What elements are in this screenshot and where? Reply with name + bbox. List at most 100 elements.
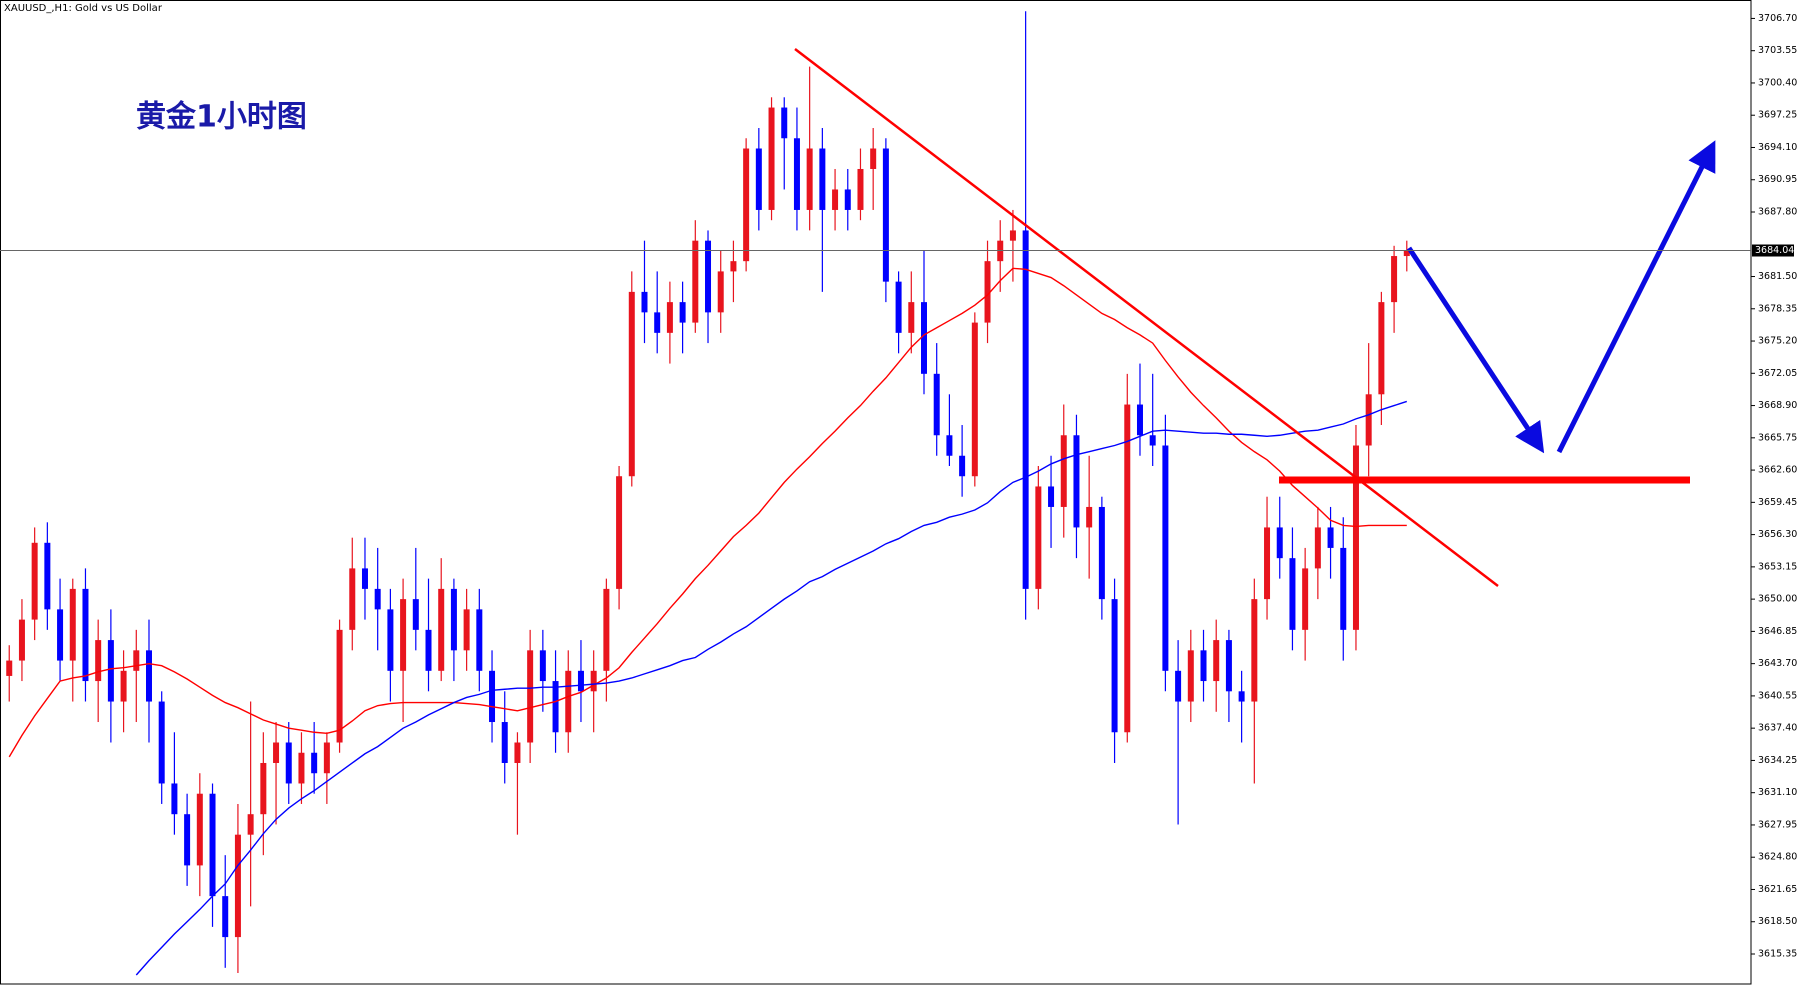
candle-body [692,240,699,323]
candle-body [603,588,610,671]
trend-line [794,48,1499,587]
y-tick-label: 3700.40 [1758,77,1797,88]
candle-body [438,588,445,671]
y-tick-label: 3624.80 [1758,852,1797,863]
candle-body [18,619,25,661]
candle-body [57,609,64,661]
candle-body [577,670,584,692]
y-tick-label: 3675.20 [1758,336,1797,347]
moving-average [8,267,1407,758]
candle-body [1098,506,1105,600]
candle-body [628,291,635,477]
candle-body [145,650,152,702]
y-tick-label: 3646.85 [1758,626,1797,637]
candle-body [489,670,496,723]
y-tick-label: 3672.05 [1758,368,1797,379]
candle-body [311,752,318,774]
candle-body [336,629,343,743]
candle-body [1022,230,1029,589]
candle-body [158,701,165,784]
candle-body [120,670,127,702]
marks [6,11,1410,976]
last-price-box [1752,244,1794,257]
candle-body [6,660,13,676]
candle-body [1391,256,1398,303]
candle-body [273,742,280,763]
candle-body [971,322,978,477]
y-tick-label: 3687.80 [1758,206,1797,217]
candle-body [412,599,419,630]
candle-body [590,670,597,692]
candle-body [361,568,368,589]
candle-body [31,542,38,620]
candle-body [1340,547,1347,630]
candle-body [895,281,902,333]
candle-body [1162,445,1169,671]
y-tick-label: 3634.25 [1758,755,1797,766]
candle-body [1149,435,1156,446]
y-tick-label: 3650.00 [1758,594,1797,605]
y-tick-label: 3656.30 [1758,529,1797,540]
candle-body [107,640,114,702]
candle-body [425,629,432,671]
candle-body [44,542,51,610]
candle-body [463,609,470,651]
candle-body [1073,435,1080,528]
y-tick-label: 3631.10 [1758,787,1797,798]
last-price-label: 3684.04 [1755,245,1794,256]
candle-body [654,312,661,333]
y-tick-label: 3659.45 [1758,497,1797,508]
candle-body [921,302,927,374]
y-tick-label: 3681.50 [1758,271,1797,282]
candle-body [1048,486,1055,507]
y-tick-label: 3697.25 [1758,110,1797,121]
candle-body [768,107,775,210]
candle-body [196,793,203,866]
candle-body [755,148,762,210]
candle-body [806,148,813,210]
drawings [794,48,1716,587]
candle-body [1175,670,1182,702]
y-tick-label: 3668.90 [1758,400,1797,411]
candle-body [247,814,254,835]
candle-body [984,261,991,323]
y-tick-label: 3618.50 [1758,916,1797,927]
candle-body [933,373,940,436]
candle-body [882,148,889,282]
candle-body [285,742,292,784]
candle-body [260,762,267,815]
candle-body [1264,527,1271,600]
y-tick-label: 3653.15 [1758,561,1797,572]
y-tick-label: 3690.95 [1758,174,1797,185]
candle-body [705,240,712,313]
moving-average [135,400,1408,976]
y-tick-label: 3627.95 [1758,819,1797,830]
candle-body [908,302,915,333]
candle-body [1238,691,1245,702]
candle-body [400,599,407,671]
candle-body [1136,404,1143,436]
candle-body [298,752,305,784]
candle-body [666,302,673,333]
candle-body [1403,250,1410,257]
candle-body [1314,527,1321,569]
candle-body [539,650,546,682]
candle-body [514,742,521,763]
candle-body [1086,506,1093,528]
candle-body [1035,486,1042,589]
candle-body [234,834,241,938]
candle-body [349,568,356,630]
y-tick-label: 3662.60 [1758,465,1797,476]
candle-body [730,261,737,272]
candle-body [793,138,800,210]
candle-body [476,609,483,671]
candle-body [552,681,559,733]
candle-body [82,588,89,682]
candle-body [1327,527,1334,548]
candle-body [1009,230,1016,241]
y-tick-label: 3640.55 [1758,690,1797,701]
candle-body [374,588,381,610]
candle-body [171,783,178,815]
